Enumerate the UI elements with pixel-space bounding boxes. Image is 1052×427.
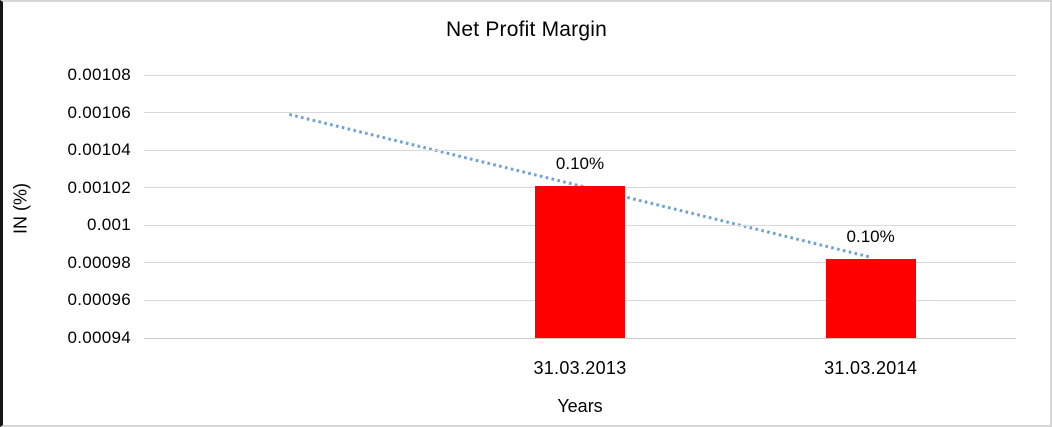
bar-31.03.2013: [535, 185, 625, 338]
bar-31.03.2014: [825, 259, 916, 338]
y-axis-title: IN (%): [10, 183, 31, 234]
x-tick-label: 31.03.2013: [533, 358, 627, 378]
y-tick-label: 0.00094: [67, 328, 131, 347]
y-tick-label: 0.00106: [67, 102, 131, 122]
bar-data-label: 0.10%: [846, 227, 895, 247]
x-tick-label: 31.03.2014: [824, 358, 918, 378]
x-axis-title: Years: [557, 396, 603, 416]
gridline: [144, 74, 1016, 76]
gridline: [144, 149, 1016, 151]
bar-data-label: 0.10%: [555, 153, 605, 173]
y-tick-label: 0.00096: [67, 290, 131, 310]
gridline: [144, 112, 1016, 114]
y-tick-label: 0.001: [86, 215, 131, 235]
y-tick-label: 0.00098: [67, 252, 131, 272]
chart-title: Net Profit Margin: [446, 18, 607, 41]
y-tick-label: 0.00108: [67, 65, 131, 84]
x-axis-line: [144, 337, 1016, 339]
y-tick-label: 0.00104: [67, 140, 131, 160]
y-tick-label: 0.00102: [67, 177, 131, 197]
